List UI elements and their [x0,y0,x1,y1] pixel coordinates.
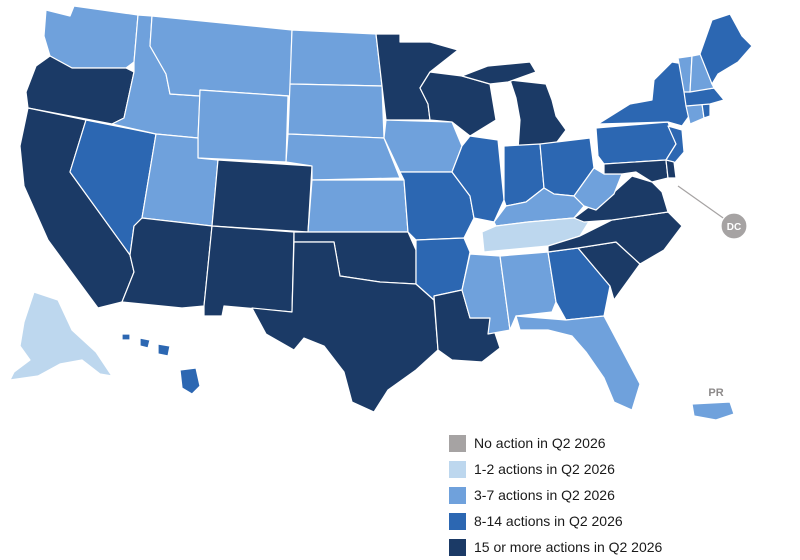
legend-item-1-2: 1-2 actions in Q2 2026 [449,456,749,482]
dc-callout-line [677,185,727,221]
state-nd[interactable] [289,29,383,87]
legend-item-no-action: No action in Q2 2026 [449,430,749,456]
state-il[interactable] [451,135,505,223]
dc-label: DC [727,222,741,233]
state-co[interactable] [211,159,313,233]
state-wy[interactable] [197,89,289,163]
state-hi-1[interactable] [179,367,201,395]
state-mi[interactable] [509,79,567,151]
map-legend: No action in Q2 2026 1-2 actions in Q2 2… [449,430,749,560]
legend-label: No action in Q2 2026 [474,435,606,451]
state-ak[interactable] [9,291,113,381]
state-tx[interactable] [251,241,439,413]
legend-item-15-plus: 15 or more actions in Q2 2026 [449,534,749,560]
pr-label: PR [708,387,723,399]
state-hi-2[interactable] [157,343,171,357]
state-mi-upper[interactable] [461,61,537,85]
state-fl[interactable] [515,315,641,411]
legend-label: 3-7 actions in Q2 2026 [474,487,615,503]
state-ny[interactable] [597,61,693,127]
state-ct[interactable] [685,103,705,125]
legend-swatch [449,460,466,478]
state-dc[interactable] [720,212,748,240]
state-hi-4[interactable] [121,333,131,341]
state-wa[interactable] [43,5,139,69]
state-pa[interactable] [595,121,677,165]
state-de[interactable] [665,159,677,179]
state-wv[interactable] [573,167,623,211]
legend-label: 15 or more actions in Q2 2026 [474,539,663,555]
state-ks[interactable] [307,179,409,233]
state-nm[interactable] [203,225,295,317]
legend-swatch [449,512,466,530]
legend-item-3-7: 3-7 actions in Q2 2026 [449,482,749,508]
state-sd[interactable] [287,83,385,139]
state-ia[interactable] [383,119,463,173]
state-mt[interactable] [149,15,293,97]
legend-item-8-14: 8-14 actions in Q2 2026 [449,508,749,534]
state-hi-3[interactable] [139,337,151,349]
state-me[interactable] [699,13,753,85]
legend-swatch [449,538,466,556]
state-ri[interactable] [701,103,711,119]
legend-swatch [449,434,466,452]
state-az[interactable] [121,217,213,309]
legend-swatch [449,486,466,504]
state-pr[interactable] [691,401,735,421]
legend-label: 8-14 actions in Q2 2026 [474,513,623,529]
legend-label: 1-2 actions in Q2 2026 [474,461,615,477]
